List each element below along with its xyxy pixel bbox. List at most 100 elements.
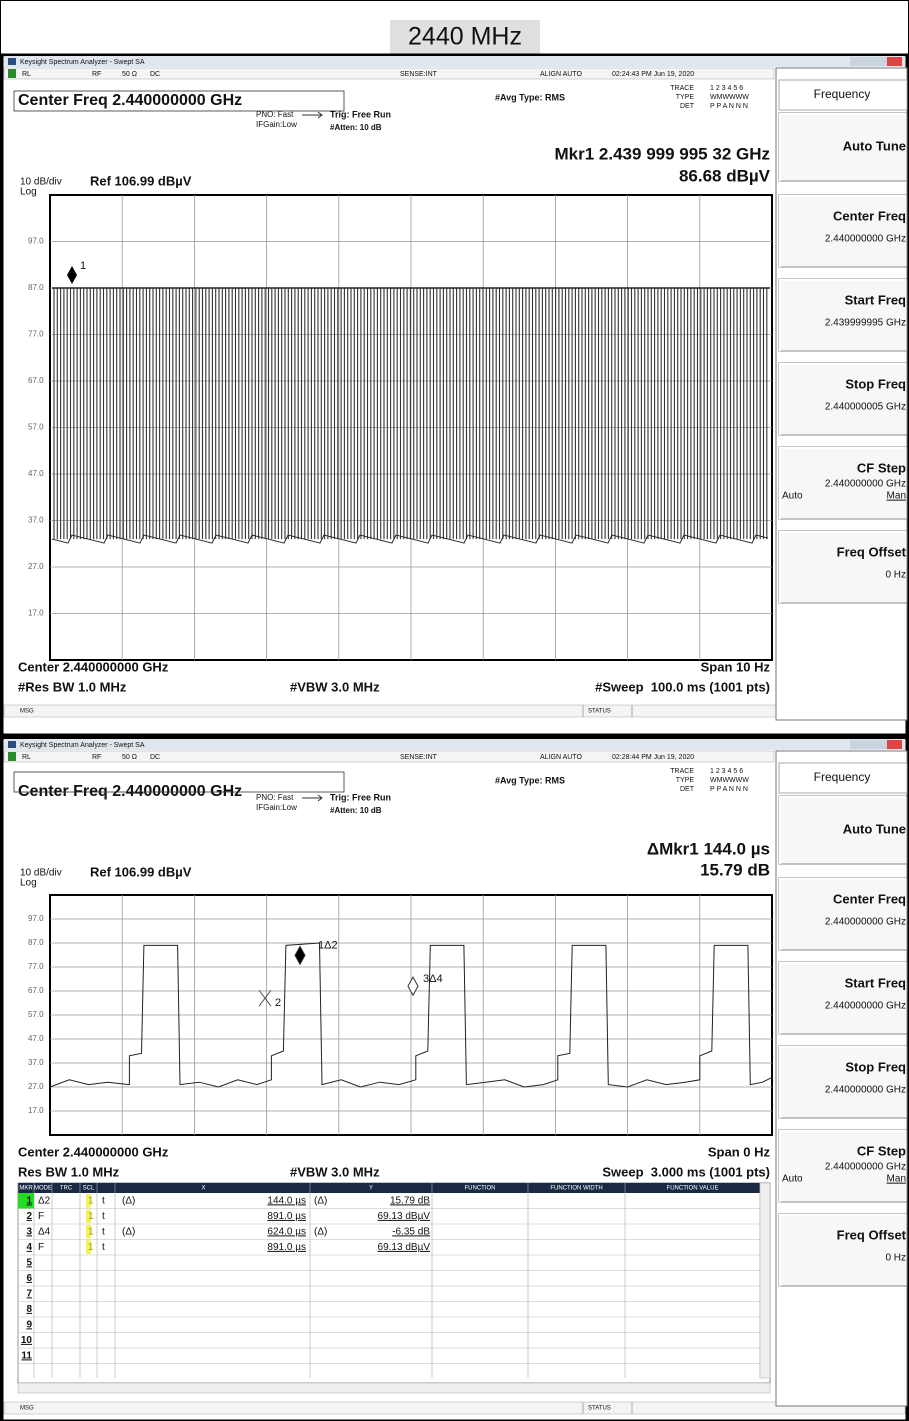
softkey-bevel (779, 447, 906, 519)
cell-scl: t (102, 1211, 105, 1222)
softkey[interactable] (778, 877, 908, 951)
softkey-label: Freq Offset (837, 544, 907, 559)
window-buttons (850, 740, 902, 749)
ifgain: IFGain:Low (256, 120, 297, 129)
softkey-value: 2.439999995 GHz (825, 318, 906, 329)
cell-mkr: 2 (26, 1211, 32, 1222)
table-vscroll (759, 1182, 771, 1379)
avg-type: #Avg Type: RMS (495, 92, 565, 102)
softkey[interactable] (778, 112, 908, 182)
trig: Trig: Free Run (330, 792, 391, 802)
status-item: ALIGN AUTO (540, 71, 582, 78)
softkey-label: Center Freq (833, 891, 906, 906)
cell-scl: t (102, 1226, 105, 1237)
trace-info: 1 2 3 4 5 6 (710, 768, 743, 775)
y-tick-label: 97.0 (28, 914, 44, 923)
footer-vbw: #VBW 3.0 MHz (290, 1164, 380, 1179)
cell-trc: 1 (88, 1211, 94, 1222)
marker-symbol (258, 989, 272, 1007)
y-tick-label: 57.0 (28, 1010, 44, 1019)
row-highlight (18, 1193, 34, 1209)
window-buttons (850, 57, 902, 66)
softkey-bevel (779, 962, 906, 1034)
footer-rbw: #Res BW 1.0 MHz (18, 679, 127, 694)
status-item: DC (150, 754, 160, 761)
app-icon (8, 741, 16, 748)
softkey[interactable] (778, 961, 908, 1035)
status-item: SENSE:INT (400, 71, 438, 78)
y-tick-label: 87.0 (28, 938, 44, 947)
y-tick-label: 27.0 (28, 562, 44, 571)
marker-label: 2 (275, 997, 281, 1009)
pno: PNO: Fast (256, 793, 294, 802)
trig-arrow (302, 111, 323, 119)
cell-y: 15.79 dB (390, 1195, 430, 1206)
softkey-label: Freq Offset (837, 1227, 907, 1242)
footer-span: Span 0 Hz (708, 1144, 771, 1159)
softkey[interactable] (778, 1129, 908, 1203)
softkey-value: 2.440000000 GHz (825, 1001, 906, 1012)
window-bar (4, 739, 905, 750)
trace-color (86, 1225, 91, 1239)
table-header: FUNCTION (465, 1186, 496, 1192)
y-tick-label: 67.0 (28, 986, 44, 995)
table-header: MODE (34, 1186, 52, 1192)
cell-trc: 1 (88, 1195, 94, 1206)
marker-readout: Mkr1 2.439 999 995 32 GHz (555, 144, 770, 163)
window-bar (4, 56, 905, 67)
window-title: Keysight Spectrum Analyzer - Swept SA (20, 59, 145, 66)
menu-title: Frequency (814, 87, 871, 101)
softkey-label: Stop Freq (845, 376, 906, 391)
status-item: DC (150, 71, 160, 78)
softkey[interactable] (778, 1045, 908, 1119)
cell-scl: t (102, 1195, 105, 1206)
softkey[interactable] (778, 795, 908, 865)
softkey-auto: Auto (782, 491, 803, 502)
y-tick-label: 37.0 (28, 1058, 44, 1067)
cell-mode: F (38, 1242, 44, 1253)
cell-x: 144.0 µs (267, 1195, 306, 1206)
softkey[interactable] (778, 194, 908, 268)
softkey[interactable] (778, 530, 908, 604)
softkey-auto: Auto (782, 1174, 803, 1185)
y-tick-label: 47.0 (28, 1034, 44, 1043)
cell-mkr: 8 (26, 1304, 32, 1315)
footer-center: Center 2.440000000 GHz (18, 659, 169, 674)
status-item: 02:28:44 PM Jun 19, 2020 (612, 754, 694, 761)
trace-info: P P A N N N (710, 103, 748, 110)
softkey-label: Center Freq (833, 208, 906, 223)
table-header: TRC (60, 1186, 73, 1192)
softkey-bevel (779, 1046, 906, 1118)
menu-title: Frequency (814, 770, 871, 784)
cell-mode: F (38, 1211, 44, 1222)
table-frame (17, 1182, 771, 1384)
app-icon (8, 58, 16, 65)
status-item: ALIGN AUTO (540, 754, 582, 761)
trace-color (86, 1240, 91, 1254)
page-title: 2440 MHz (408, 23, 522, 51)
lxi-icon (8, 752, 16, 761)
msg-label: MSG (20, 709, 34, 715)
y-tick-label: 17.0 (28, 609, 44, 618)
softkey[interactable] (778, 278, 908, 352)
close-button (887, 57, 902, 66)
softkey[interactable] (778, 446, 908, 520)
softkey-value: 2.440000000 GHz (825, 917, 906, 928)
marker-label: 3Δ4 (423, 973, 443, 985)
cell-mkr: 9 (26, 1319, 32, 1330)
pno: PNO: Fast (256, 110, 294, 119)
cell-x: 891.0 µs (267, 1211, 306, 1222)
log-label: Log (20, 878, 37, 889)
table-header: SCL (83, 1186, 95, 1192)
cell-y: -6.35 dB (392, 1226, 430, 1237)
softkey-value: 2.440000000 GHz (825, 234, 906, 245)
status-row (3, 67, 775, 80)
trace-info: TRACE (670, 85, 694, 92)
marker-value: 86.68 dBµV (679, 166, 771, 185)
trace-info: TYPE (676, 777, 695, 784)
softkey[interactable] (778, 362, 908, 436)
center-freq-box (13, 90, 345, 112)
softkey[interactable] (778, 1213, 908, 1287)
softkey-label: Auto Tune (843, 138, 906, 153)
